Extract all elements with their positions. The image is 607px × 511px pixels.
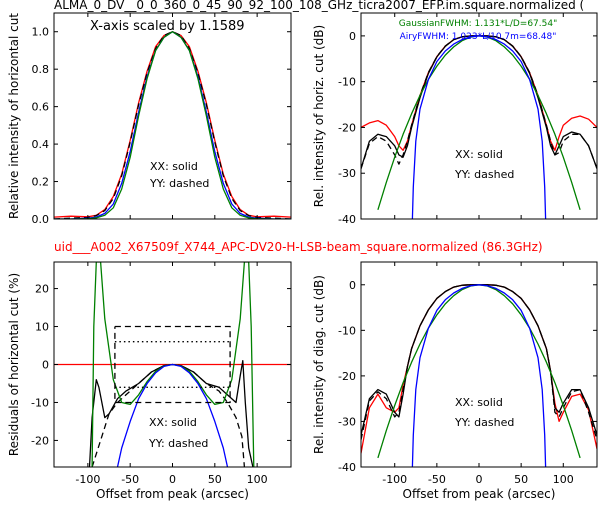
y-tick-label: 0 — [42, 359, 49, 372]
y-tick-label: 0 — [349, 279, 356, 292]
series-line-0 — [361, 35, 597, 151]
legend-gaussian: GaussianFWHM: 1.131*L/D=67.54" — [399, 19, 557, 29]
y-tick-label: -30 — [338, 167, 356, 180]
x-tick-label: -100 — [75, 473, 100, 486]
series-line-2 — [361, 35, 597, 169]
panel-top-left: 0.0 0.2 0.4 0.6 0.8 1.0 Relative intensity of … — [7, 12, 292, 226]
series-group — [361, 284, 597, 467]
axes-frame — [360, 12, 598, 220]
y-axis-label: Rel. intensity of diag. cut (dB) — [312, 275, 326, 454]
y-tick-label: -10 — [338, 324, 356, 337]
y-tick-label: 0 — [349, 30, 356, 43]
series-line-1 — [54, 31, 291, 219]
y-axis-label: Relative intensity of horizontal cut — [7, 13, 21, 219]
y-tick-label: -20 — [338, 121, 356, 134]
y-tick-label: 1.0 — [32, 26, 50, 39]
series-line-4 — [411, 284, 547, 467]
note-yy-dashed: YY: dashed — [148, 437, 208, 450]
series-line-2 — [54, 31, 291, 219]
x-tick-label: 100 — [247, 473, 268, 486]
panel-top-right: 0 -10 -20 -30 -40 Rel. intensity of horiz. cu… — [312, 12, 598, 226]
y-tick-label: -30 — [338, 415, 356, 428]
y-axis-label: Residuals of horizontal cut (%) — [7, 273, 21, 456]
y-tick-label: -10 — [338, 76, 356, 89]
note-xx-solid: XX: solid — [455, 148, 503, 161]
panel-bottom-right: -100 -50 0 50 100 0 -10 -20 -30 -40 Rel. intensity… — [312, 261, 598, 501]
series-line-1 — [88, 360, 254, 467]
y-tick-label: 0.2 — [32, 176, 50, 189]
y-tick-label: -20 — [338, 370, 356, 383]
note-yy-dashed: YY: dashed — [454, 416, 514, 429]
note-yy-dashed: YY: dashed — [149, 177, 209, 190]
series-line-2 — [91, 363, 246, 467]
series-line-5 — [114, 325, 231, 404]
x-tick-label: -50 — [428, 473, 446, 486]
y-tick-label: -10 — [31, 396, 49, 409]
scale-annotation: X-axis scaled by 1.1589 — [90, 19, 245, 34]
y-axis-label: Rel. intensity of horiz. cut (dB) — [312, 25, 326, 207]
series-line-3 — [377, 35, 581, 210]
x-tick-label: -50 — [121, 473, 139, 486]
y-tick-label: 0.8 — [32, 63, 50, 76]
note-yy-dashed: YY: dashed — [454, 168, 514, 181]
x-tick-label: 50 — [208, 473, 222, 486]
x-tick-label: 100 — [553, 473, 574, 486]
legend-airy: AiryFWHM: 1.023*L/10.7m=68.48" — [400, 32, 557, 42]
series-line-3 — [54, 31, 291, 219]
x-tick-label: 0 — [476, 473, 483, 486]
note-xx-solid: XX: solid — [455, 396, 503, 409]
series-group — [361, 35, 597, 219]
series-group — [54, 31, 291, 219]
series-line-3 — [377, 284, 581, 459]
y-tick-label: 10 — [35, 321, 49, 334]
x-tick-label: 50 — [514, 473, 528, 486]
y-tick-label: 0.6 — [32, 101, 50, 114]
y-tick-label: -20 — [31, 434, 49, 447]
series-line-4 — [411, 35, 547, 219]
y-tick-label: 0.4 — [32, 138, 50, 151]
x-axis-label: Offset from peak (arcsec) — [96, 487, 249, 501]
x-tick-label: -100 — [382, 473, 407, 486]
y-tick-label: -40 — [338, 461, 356, 474]
figure-title: ALMA_0_DV__0_0_360_0_45_90_92_100_108_GH… — [54, 0, 584, 12]
note-xx-solid: XX: solid — [149, 416, 197, 429]
y-tick-label: 0.0 — [32, 213, 50, 226]
x-tick-label: 0 — [169, 473, 176, 486]
figure-subtitle: uid___A002_X67509f_X744_APC-DV20-H-LSB-b… — [54, 240, 543, 254]
y-tick-label: -40 — [338, 213, 356, 226]
x-axis-label: Offset from peak (arcsec) — [403, 487, 556, 501]
series-group — [54, 262, 291, 467]
y-tick-label: 20 — [35, 283, 49, 296]
note-xx-solid: XX: solid — [150, 160, 198, 173]
series-line-4 — [116, 363, 229, 467]
axes-frame — [360, 261, 598, 468]
